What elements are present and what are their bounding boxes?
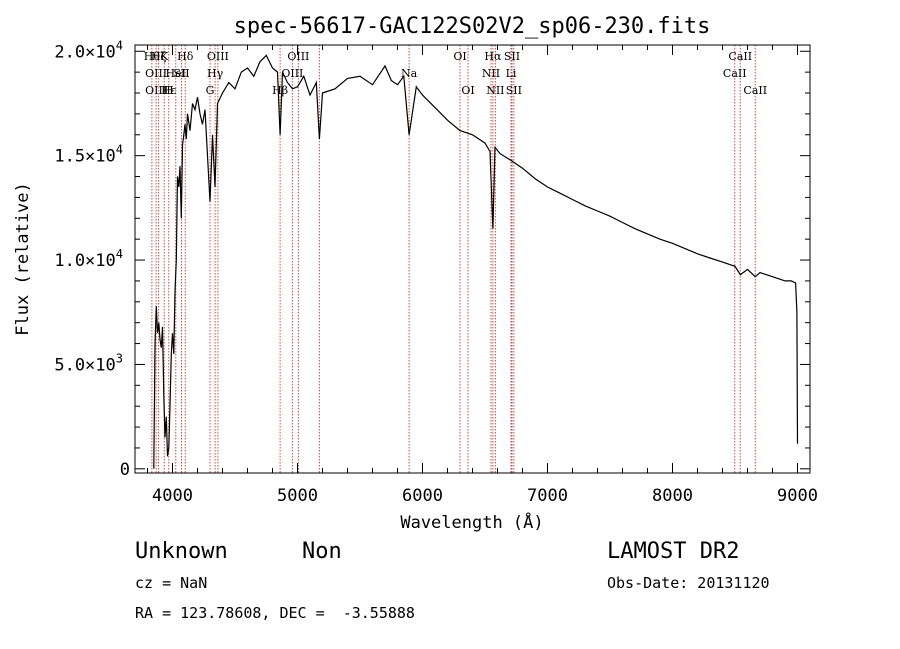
y-tick-label: 2.0×104 [54,38,123,62]
spectral-line-label: OI [453,50,466,63]
x-tick-label: 7000 [527,486,568,506]
y-tick-label: 1.0×104 [54,247,123,271]
x-axis: 4000 5000 6000 7000 8000 9000 [147,45,818,506]
y-tick-label: 0 [120,460,130,480]
spectrum-series-line [153,54,799,469]
spectral-line-label: OIII [281,67,303,80]
spectral-line-label: Hδ [177,50,194,63]
x-axis-label: Wavelength (Å) [400,511,543,533]
y-axis: 0 5.0×103 1.0×104 1.5×104 2.0×104 [54,38,810,480]
y-tick-label: 5.0×103 [54,351,123,375]
y-tick-label: 1.5×104 [54,143,123,167]
plot-frame [134,44,811,474]
spectral-line-label: OIII [287,50,309,63]
spectral-line-label: SII [506,84,522,97]
spectrum-chart: spec-56617-GAC122S02V2_sp06-230.fits 400… [13,14,818,533]
spectral-line-label: Hζ [151,50,167,63]
spectral-line-label: Hα [484,50,502,63]
spectral-line-label: CaII [743,84,767,97]
x-tick-label: 5000 [277,486,318,506]
spectral-line-label: Hγ [207,67,224,80]
spectral-line-label: NII [482,67,500,80]
spectral-line-label: CaII [728,50,752,63]
spectral-line-label: Hθ [144,50,161,63]
spectral-line-markers [151,45,756,473]
spectral-line-label: K [160,50,169,63]
spectral-line-label: OI [461,84,474,97]
spectral-line-label: G [206,84,215,97]
spectral-line-labels: HθOIIIOIIIHζKHHεHeISIIHδGHγOIIIHβOIIIOII… [144,50,767,97]
spectral-line-label: Hε [161,84,177,97]
y-axis-label: Flux (relative) [13,182,33,336]
spectral-line-label: H [164,84,174,97]
spectral-line-label: CaII [723,67,747,80]
x-tick-label: 9000 [777,486,818,506]
spectral-line-label: SII [504,50,520,63]
spectral-line-label: Li [506,67,517,80]
spectral-line-label: Hβ [272,84,288,97]
spectral-line-label: NII [486,84,504,97]
spectral-line-label: OIII [145,84,167,97]
observation-date: Obs-Date: 20131120 [607,574,770,592]
spectral-line-label: SII [173,67,189,80]
object-class: Unknown [135,539,228,564]
spectral-line-label: HeI [166,67,186,80]
spectral-line-label: OIII [207,50,229,63]
survey-name: LAMOST DR2 [607,539,740,564]
coordinates: RA = 123.78608, DEC = -3.55888 [135,604,415,622]
x-tick-label: 4000 [152,486,193,506]
redshift-value: cz = NaN [135,574,208,592]
object-subclass: Non [302,539,342,564]
x-tick-label: 8000 [652,486,693,506]
spectral-line-label: Na [401,67,418,80]
spectral-line-label: OIII [145,67,167,80]
x-tick-label: 6000 [402,486,443,506]
chart-title: spec-56617-GAC122S02V2_sp06-230.fits [234,14,711,39]
